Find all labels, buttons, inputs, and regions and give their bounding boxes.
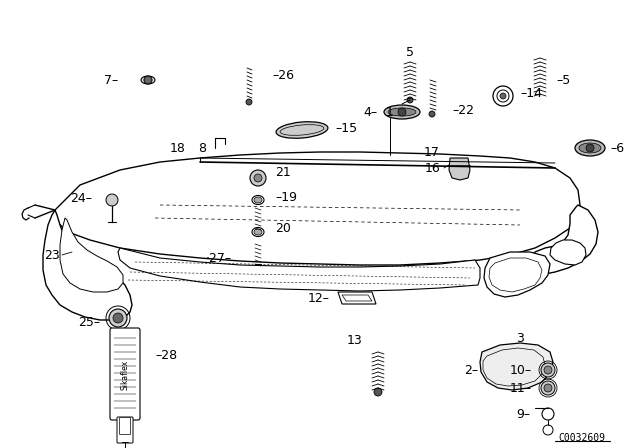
Circle shape xyxy=(254,174,262,182)
Text: ·27–: ·27– xyxy=(206,251,232,264)
Polygon shape xyxy=(483,348,545,386)
Polygon shape xyxy=(60,218,123,292)
Polygon shape xyxy=(338,292,376,304)
Text: 3: 3 xyxy=(516,332,524,345)
FancyBboxPatch shape xyxy=(110,328,140,420)
Text: 4–: 4– xyxy=(364,105,378,119)
Polygon shape xyxy=(484,252,550,297)
Text: 21: 21 xyxy=(275,165,291,178)
Text: –22: –22 xyxy=(452,103,474,116)
Text: 24–: 24– xyxy=(70,191,92,204)
Circle shape xyxy=(109,309,127,327)
Text: 1: 1 xyxy=(386,105,394,119)
Circle shape xyxy=(544,366,552,374)
Text: 16: 16 xyxy=(424,161,440,175)
Circle shape xyxy=(429,111,435,117)
Circle shape xyxy=(246,99,252,105)
FancyBboxPatch shape xyxy=(117,417,133,443)
Text: 5: 5 xyxy=(406,46,414,59)
Ellipse shape xyxy=(575,140,605,156)
Circle shape xyxy=(398,108,406,116)
Polygon shape xyxy=(449,158,470,180)
Text: –5: –5 xyxy=(556,73,570,86)
Polygon shape xyxy=(55,152,580,265)
Circle shape xyxy=(407,97,413,103)
Text: –14: –14 xyxy=(520,86,542,99)
Ellipse shape xyxy=(254,197,262,203)
Circle shape xyxy=(144,76,152,84)
Text: Sikaflex: Sikaflex xyxy=(120,360,129,390)
Ellipse shape xyxy=(388,108,416,116)
Text: 12–: 12– xyxy=(308,292,330,305)
Text: –26: –26 xyxy=(272,69,294,82)
Text: 2–: 2– xyxy=(464,363,478,376)
Ellipse shape xyxy=(579,143,601,153)
Circle shape xyxy=(250,170,266,186)
Circle shape xyxy=(541,363,555,377)
FancyBboxPatch shape xyxy=(120,418,131,435)
Circle shape xyxy=(374,388,382,396)
Text: 25–: 25– xyxy=(78,315,100,328)
Text: 20: 20 xyxy=(275,221,291,234)
Text: 13: 13 xyxy=(347,333,363,346)
Text: 8: 8 xyxy=(198,142,206,155)
Text: C0032609: C0032609 xyxy=(559,433,605,443)
Circle shape xyxy=(500,93,506,99)
Circle shape xyxy=(586,144,594,152)
Polygon shape xyxy=(550,240,586,265)
Text: 23: 23 xyxy=(44,249,60,262)
Ellipse shape xyxy=(254,229,262,235)
Circle shape xyxy=(544,384,552,392)
Text: 11–: 11– xyxy=(510,382,532,395)
Polygon shape xyxy=(342,295,372,301)
Circle shape xyxy=(106,194,118,206)
Text: 7–: 7– xyxy=(104,73,118,86)
Polygon shape xyxy=(480,343,553,390)
Polygon shape xyxy=(118,248,480,291)
Text: –28: –28 xyxy=(155,349,177,362)
Text: –6: –6 xyxy=(610,142,624,155)
Polygon shape xyxy=(489,258,542,292)
Ellipse shape xyxy=(384,105,420,119)
Ellipse shape xyxy=(141,76,155,84)
Polygon shape xyxy=(43,210,132,320)
Text: –19: –19 xyxy=(275,190,297,203)
Text: 9–: 9– xyxy=(516,408,530,421)
Text: 10–: 10– xyxy=(510,363,532,376)
Text: 17: 17 xyxy=(424,146,440,159)
Circle shape xyxy=(541,381,555,395)
Circle shape xyxy=(113,313,123,323)
Ellipse shape xyxy=(276,122,328,138)
Text: –15: –15 xyxy=(335,121,357,134)
Text: 18: 18 xyxy=(170,142,186,155)
Polygon shape xyxy=(530,205,598,274)
